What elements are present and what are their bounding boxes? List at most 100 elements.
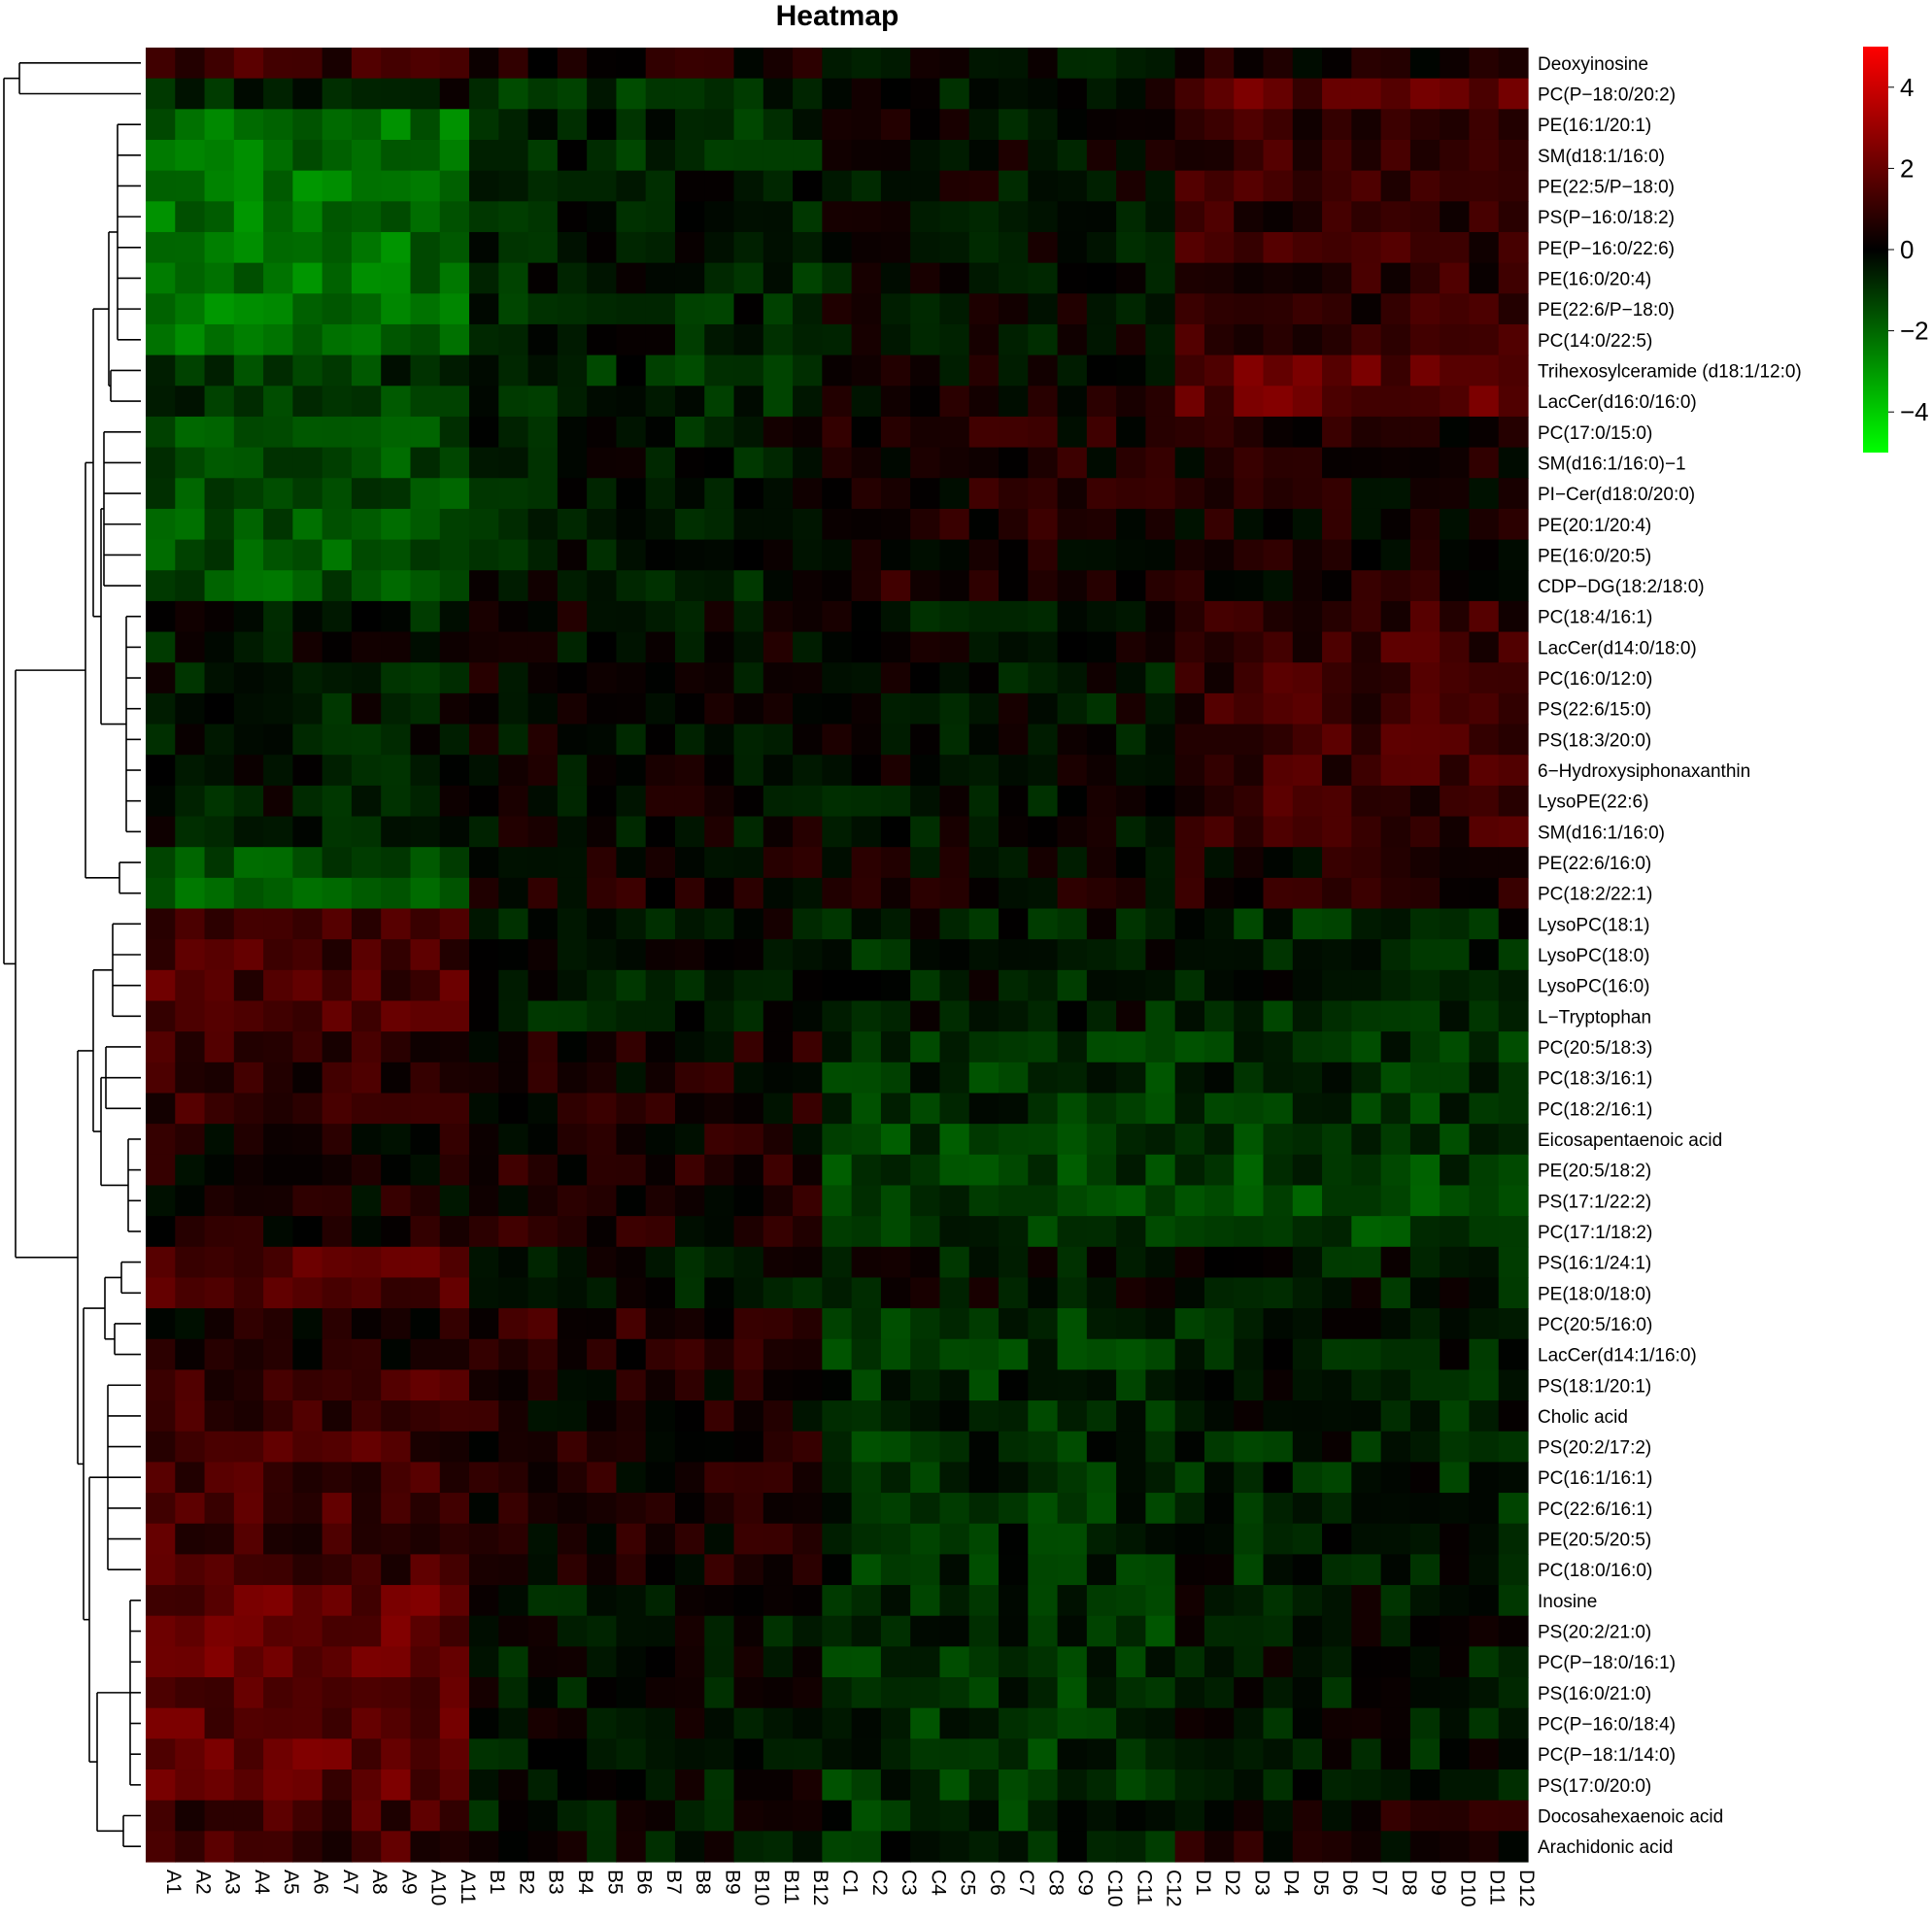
heatmap-cell: [645, 847, 676, 879]
heatmap-cell: [674, 1154, 705, 1187]
heatmap-cell: [1380, 1523, 1411, 1555]
heatmap-cell: [1145, 1462, 1176, 1494]
heatmap-cell: [1469, 354, 1500, 387]
heatmap-cell: [175, 939, 206, 971]
heatmap-cell: [469, 416, 499, 449]
heatmap-cell: [704, 939, 735, 971]
heatmap-cell: [527, 1154, 559, 1187]
heatmap-cell: [1028, 1400, 1059, 1432]
heatmap-cell: [469, 231, 499, 264]
heatmap-cell: [1234, 1493, 1265, 1525]
heatmap-cell: [381, 1031, 412, 1063]
heatmap-cell: [1057, 539, 1088, 571]
heatmap-cell: [469, 939, 499, 971]
heatmap-cell: [587, 78, 618, 110]
heatmap-cell: [439, 877, 470, 910]
heatmap-cell: [939, 201, 970, 233]
heatmap-cell: [146, 1185, 176, 1217]
heatmap-cell: [439, 1646, 470, 1678]
heatmap-cell: [851, 539, 882, 571]
heatmap-cell: [1174, 1677, 1205, 1709]
heatmap-cell: [1380, 1031, 1411, 1063]
heatmap-cell: [175, 539, 206, 571]
column-label: A4: [251, 1870, 273, 1895]
heatmap-cell: [263, 755, 293, 787]
heatmap-cell: [1292, 662, 1323, 694]
heatmap-cell: [1234, 539, 1265, 571]
heatmap-cell: [204, 1769, 235, 1802]
heatmap-cell: [469, 1154, 499, 1187]
heatmap-cell: [1028, 1031, 1059, 1063]
heatmap-cell: [439, 816, 470, 848]
heatmap-cell: [1498, 1400, 1529, 1432]
heatmap-cell: [1440, 170, 1471, 202]
heatmap-cell: [999, 692, 1029, 725]
heatmap-cell: [793, 231, 823, 264]
heatmap-cell: [733, 1462, 764, 1494]
heatmap-cell: [204, 662, 235, 694]
heatmap-cell: [645, 662, 676, 694]
heatmap-cell: [1174, 1031, 1205, 1063]
heatmap-cell: [587, 1431, 618, 1464]
heatmap-cell: [910, 262, 941, 294]
heatmap-cell: [1380, 1216, 1411, 1248]
heatmap-cell: [204, 139, 235, 172]
heatmap-cell: [733, 1338, 764, 1371]
heatmap-cell: [822, 416, 853, 449]
heatmap-cell: [263, 816, 293, 848]
heatmap-cell: [674, 386, 705, 418]
column-label: A5: [280, 1870, 302, 1895]
heatmap-cell: [292, 600, 323, 633]
legend-tick-label: −2: [1900, 317, 1929, 346]
heatmap-cell: [822, 1338, 853, 1371]
heatmap-cell: [1234, 1677, 1265, 1709]
heatmap-cell: [527, 847, 559, 879]
heatmap-cell: [704, 1707, 735, 1739]
heatmap-cell: [204, 1677, 235, 1709]
heatmap-cell: [1263, 1277, 1294, 1309]
row-label: PE(20:1/20:4): [1538, 516, 1651, 536]
heatmap-cell: [204, 262, 235, 294]
heatmap-cell: [733, 908, 764, 940]
heatmap-cell: [469, 877, 499, 910]
heatmap-cell: [410, 1308, 441, 1340]
heatmap-cell: [1263, 1308, 1294, 1340]
heatmap-cell: [793, 1554, 823, 1586]
heatmap-cell: [469, 323, 499, 356]
heatmap-cell: [645, 1185, 676, 1217]
heatmap-cell: [1057, 1338, 1088, 1371]
heatmap-cell: [1380, 1738, 1411, 1770]
heatmap-cell: [1234, 1707, 1265, 1739]
heatmap-cell: [292, 1246, 323, 1279]
heatmap-cell: [1440, 570, 1471, 602]
heatmap-cell: [1380, 1246, 1411, 1279]
heatmap-cell: [381, 1124, 412, 1156]
heatmap-cell: [1351, 1308, 1382, 1340]
heatmap-cell: [587, 1738, 618, 1770]
heatmap-cell: [146, 877, 176, 910]
heatmap-cell: [1292, 1707, 1323, 1739]
heatmap-cell: [322, 1308, 353, 1340]
heatmap-cell: [851, 847, 882, 879]
heatmap-cell: [1145, 78, 1176, 110]
heatmap-cell: [263, 139, 293, 172]
heatmap-cell: [527, 1031, 559, 1063]
heatmap-cell: [1469, 1615, 1500, 1647]
heatmap-cell: [322, 1738, 353, 1770]
heatmap-cell: [1469, 1523, 1500, 1555]
heatmap-cell: [910, 1585, 941, 1617]
heatmap-cell: [527, 447, 559, 479]
heatmap-cell: [557, 1493, 588, 1525]
heatmap-cell: [381, 1277, 412, 1309]
heatmap-cell: [1469, 1462, 1500, 1494]
heatmap-cell: [851, 1554, 882, 1586]
heatmap-cell: [999, 1369, 1029, 1401]
heatmap-cell: [322, 1431, 353, 1464]
heatmap-cell: [910, 570, 941, 602]
heatmap-cell: [763, 478, 794, 510]
row-label: PE(16:0/20:4): [1538, 269, 1651, 289]
heatmap-cell: [233, 1831, 264, 1863]
heatmap-cell: [910, 1769, 941, 1802]
heatmap-cell: [999, 231, 1029, 264]
